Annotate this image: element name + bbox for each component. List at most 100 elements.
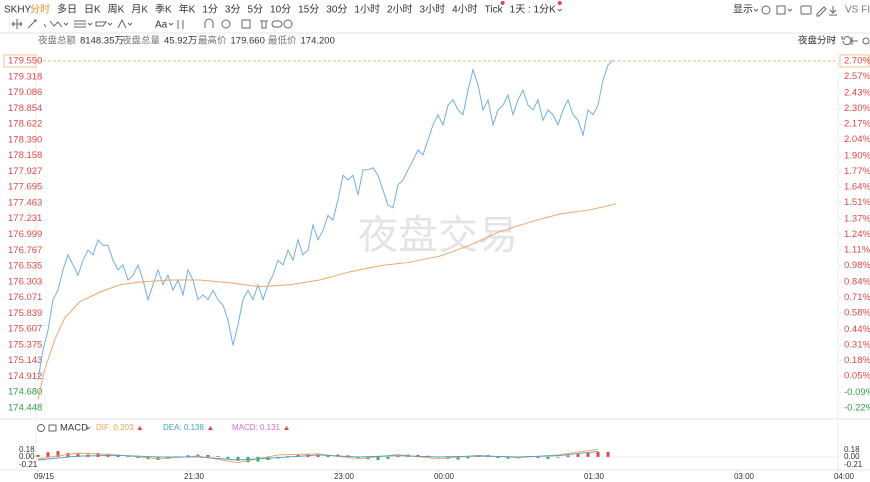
period-tab[interactable]: 周K [108,4,125,16]
crosshair-icon[interactable] [851,37,858,45]
legend-entry: DIF: 0.203 [96,423,134,432]
y2-tick-label: 1.37% [844,213,870,224]
edit-icon[interactable] [816,6,827,17]
text-tool[interactable]: Aa [155,20,168,31]
y-tick-label: 175.607 [8,324,42,335]
mode-icons[interactable] [830,36,870,46]
macd-bar [536,456,540,459]
dropdown[interactable] [43,23,47,28]
period-tab[interactable]: 年K [179,3,196,16]
lock-tool[interactable] [221,19,231,29]
period-tab[interactable]: 1天 : 1分K [510,4,556,16]
period-tab[interactable]: 4小时 [452,4,478,16]
y-tick-label: 178.854 [8,103,42,114]
settings-icon[interactable] [761,5,771,15]
macd-icons[interactable] [37,424,91,432]
zoom-icon[interactable] [862,37,870,45]
macd-bar [236,456,240,461]
macd-bar [186,455,190,457]
period-tab[interactable]: Tick [485,5,504,16]
period-tab[interactable]: 3分 [225,4,241,16]
macd-bar [506,456,510,459]
indicator-line [37,451,599,461]
dropdown[interactable] [753,8,759,12]
period-tab[interactable]: 2小时 [387,4,413,16]
move-tool[interactable] [11,19,23,29]
magnet-tool[interactable] [204,18,214,28]
period-tab[interactable]: 日K [84,5,101,16]
link-tool[interactable] [271,20,283,28]
symbol[interactable]: SKHY [4,5,32,16]
dropdown[interactable] [127,22,133,26]
y2-tick-label: 0.98% [844,260,870,271]
dropdown[interactable] [85,426,91,430]
y-tick-label: 179.086 [8,87,42,98]
stat-label: 夜盘总额 [38,35,77,47]
mode-label[interactable]: 夜盘分时 [798,35,837,47]
macd-bar [46,452,50,457]
macd-bar [386,456,390,459]
delete-tool[interactable] [260,20,268,29]
y-tick-label: 174.448 [8,403,42,414]
macd-bar [76,453,80,457]
period-tab[interactable]: 分时 [30,4,50,16]
dropdown[interactable] [168,22,174,26]
trend-tool[interactable] [49,20,63,28]
period-tab[interactable]: 多日 [57,3,77,16]
y-tick-label: 174.680 [8,387,42,398]
legend-entry: MACD: 0.131 [232,423,281,432]
compare-button[interactable]: VS FI [845,5,870,16]
dropdown[interactable] [63,22,69,26]
period-tab[interactable]: 10分 [270,4,291,16]
macd-bar [396,455,400,457]
macd-title: MACD [60,423,88,434]
y2-tick-label: 2.30% [844,103,870,114]
macd-bar [36,454,40,457]
download-icon[interactable] [829,6,837,16]
y2-tick-label: 2.70% [844,55,870,66]
x-tick-label: 04:00 [834,472,855,481]
measure-tool[interactable] [117,18,127,29]
period-tab[interactable]: 月K [131,4,148,16]
dropdown[interactable] [830,38,836,42]
period-tab[interactable]: 季K [155,4,172,16]
macd-bar [566,455,570,457]
pattern-tool[interactable] [95,21,107,27]
dropdown[interactable] [787,8,793,12]
undo-icon[interactable] [841,36,852,46]
line-tool[interactable] [27,19,37,29]
layout-icon[interactable] [776,5,786,15]
y-tick-label: 179.318 [8,71,42,82]
y2-tick-label: 1.90% [844,151,870,162]
period-tab[interactable]: 15分 [298,4,319,16]
dropdown[interactable] [107,22,113,26]
period-tab[interactable]: 30分 [326,4,347,16]
y2-tick-label: 0.58% [844,307,870,318]
pin-tool[interactable] [177,20,184,29]
y-tick-label: 175.839 [8,308,42,319]
display-button[interactable]: 显示 [733,4,753,16]
camera-icon[interactable] [800,5,812,15]
macd-bar [136,456,140,459]
macd-bar [126,456,130,457]
fib-tool[interactable] [74,20,86,28]
y-tick-label: 175.143 [8,355,42,366]
macd-settings[interactable] [37,424,45,432]
period-tab[interactable]: 5分 [247,4,263,16]
macd-bar [216,456,220,457]
hide-tool[interactable] [241,19,251,29]
period-tab[interactable]: 1小时 [354,4,380,16]
dropdown[interactable] [87,22,93,26]
macd-hide[interactable] [48,424,57,432]
macd-bar [376,456,380,460]
y-tick-label: -0.21 [19,460,38,469]
y-tick-label: 0.00 [19,452,35,461]
settings-tool[interactable] [283,19,293,29]
period-tab[interactable]: 1分 [202,4,218,16]
period-tab[interactable]: 3小时 [420,4,446,16]
x-tick-label: 01:30 [584,472,605,481]
top-right-icons[interactable] [753,5,837,17]
macd-bar [496,456,500,459]
tool-icons[interactable] [11,18,293,29]
